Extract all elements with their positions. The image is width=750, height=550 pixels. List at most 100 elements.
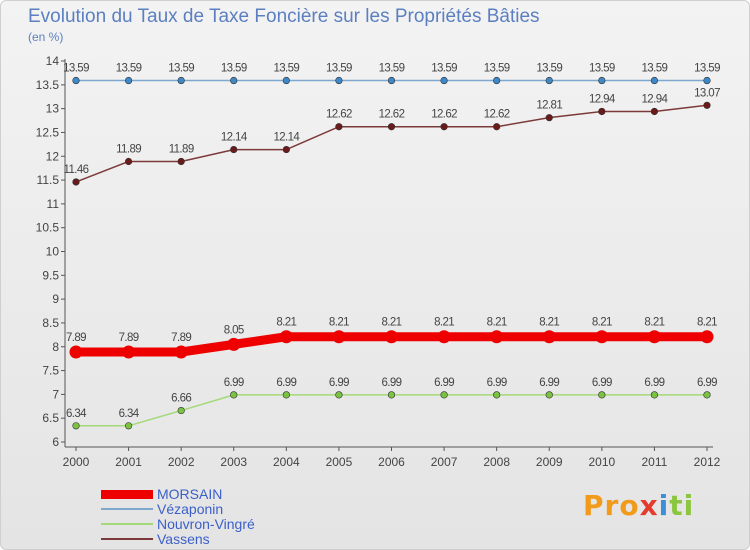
data-label: 13.59 xyxy=(642,63,668,75)
data-point xyxy=(387,391,396,399)
x-tick-label: 2003 xyxy=(220,455,247,469)
legend-swatch-vassens xyxy=(101,538,153,540)
x-tick-label: 2012 xyxy=(694,455,721,469)
x-tick-label: 2011 xyxy=(642,455,668,469)
data-point xyxy=(279,330,293,344)
x-tick-label: 2009 xyxy=(536,455,563,469)
y-tick-label: 13.5 xyxy=(36,78,60,92)
data-point xyxy=(493,123,501,131)
data-label: 8.21 xyxy=(592,317,612,329)
legend-label: Nouvron-Vingré xyxy=(157,516,255,532)
data-point xyxy=(598,76,606,85)
data-point xyxy=(598,107,606,116)
x-tick-label: 2006 xyxy=(378,455,405,469)
data-label: 6.99 xyxy=(539,377,559,389)
data-label: 13.59 xyxy=(221,63,247,75)
data-point xyxy=(227,337,241,351)
data-point xyxy=(595,330,609,344)
data-label: 12.62 xyxy=(431,109,457,121)
data-point xyxy=(124,422,133,430)
data-point xyxy=(703,101,711,109)
data-label: 13.59 xyxy=(431,63,457,75)
data-label: 12.81 xyxy=(536,100,562,112)
data-label: 13.59 xyxy=(168,63,194,75)
data-label: 6.99 xyxy=(644,377,664,389)
data-point xyxy=(703,391,711,399)
y-tick-label: 11 xyxy=(47,197,60,211)
data-point xyxy=(647,330,661,344)
y-tick-label: 12 xyxy=(46,149,60,163)
data-label: 13.59 xyxy=(694,63,720,75)
data-point xyxy=(69,345,83,359)
data-point xyxy=(124,157,133,166)
data-label: 12.94 xyxy=(642,93,669,105)
y-tick-label: 14 xyxy=(46,54,60,68)
data-point xyxy=(230,145,238,154)
y-tick-label: 6 xyxy=(52,435,59,449)
chart-unit-label: (en %) xyxy=(28,30,64,44)
y-tick-label: 10 xyxy=(46,245,60,259)
data-point xyxy=(440,123,448,131)
data-point xyxy=(650,76,659,85)
legend-swatch-nouvron-vingre xyxy=(101,523,153,525)
x-tick-label: 2005 xyxy=(326,455,353,469)
data-point xyxy=(335,123,343,131)
data-point xyxy=(437,330,451,344)
data-point xyxy=(387,76,396,85)
data-label: 11.46 xyxy=(64,164,89,176)
data-label: 6.99 xyxy=(329,377,349,389)
x-tick-label: 2004 xyxy=(273,455,300,469)
data-label: 12.62 xyxy=(484,109,510,121)
data-label: 8.21 xyxy=(539,317,559,329)
data-point xyxy=(282,391,290,399)
data-label: 8.21 xyxy=(434,317,454,329)
data-point xyxy=(72,178,80,186)
data-label: 6.34 xyxy=(119,408,140,420)
legend-label: Vassens xyxy=(157,531,210,547)
data-label: 12.14 xyxy=(221,132,248,144)
data-point xyxy=(493,391,501,399)
data-point xyxy=(700,330,714,344)
legend-label: Vézaponin xyxy=(157,501,224,517)
data-label: 6.99 xyxy=(434,377,454,389)
y-tick-label: 6.5 xyxy=(42,411,59,425)
y-tick-label: 8.5 xyxy=(42,316,59,330)
data-label: 13.59 xyxy=(536,63,562,75)
x-tick-label: 2007 xyxy=(431,455,458,469)
x-tick-label: 2000 xyxy=(63,455,90,469)
data-point xyxy=(177,406,185,415)
data-point xyxy=(545,114,553,122)
data-label: 12.14 xyxy=(273,132,300,144)
data-label: 8.05 xyxy=(224,324,244,336)
data-point xyxy=(122,345,136,359)
data-label: 13.59 xyxy=(589,63,615,75)
data-label: 12.94 xyxy=(589,93,616,105)
data-point xyxy=(440,76,448,85)
data-point xyxy=(177,157,185,166)
data-label: 7.89 xyxy=(66,332,86,344)
y-tick-label: 7.5 xyxy=(42,364,59,378)
y-tick-label: 9.5 xyxy=(42,268,59,282)
data-label: 11.89 xyxy=(169,143,194,155)
data-point xyxy=(282,145,290,154)
data-label: 6.34 xyxy=(66,408,87,420)
legend-swatch-vezaponin xyxy=(101,508,153,510)
x-tick-label: 2010 xyxy=(588,455,615,469)
x-tick-label: 2002 xyxy=(168,455,195,469)
y-tick-label: 9 xyxy=(52,292,59,306)
data-point xyxy=(650,107,659,116)
x-tick-label: 2008 xyxy=(483,455,510,469)
data-label: 13.59 xyxy=(116,63,142,75)
data-point xyxy=(545,76,553,85)
data-point xyxy=(282,76,290,85)
data-label: 6.99 xyxy=(224,377,244,389)
data-label: 13.59 xyxy=(484,63,510,75)
data-point xyxy=(230,76,238,85)
legend-swatch-morsain xyxy=(101,490,153,499)
data-point xyxy=(230,391,238,399)
data-point xyxy=(490,330,504,344)
data-label: 13.59 xyxy=(273,63,299,75)
data-point xyxy=(72,422,80,430)
data-label: 13.59 xyxy=(379,63,405,75)
